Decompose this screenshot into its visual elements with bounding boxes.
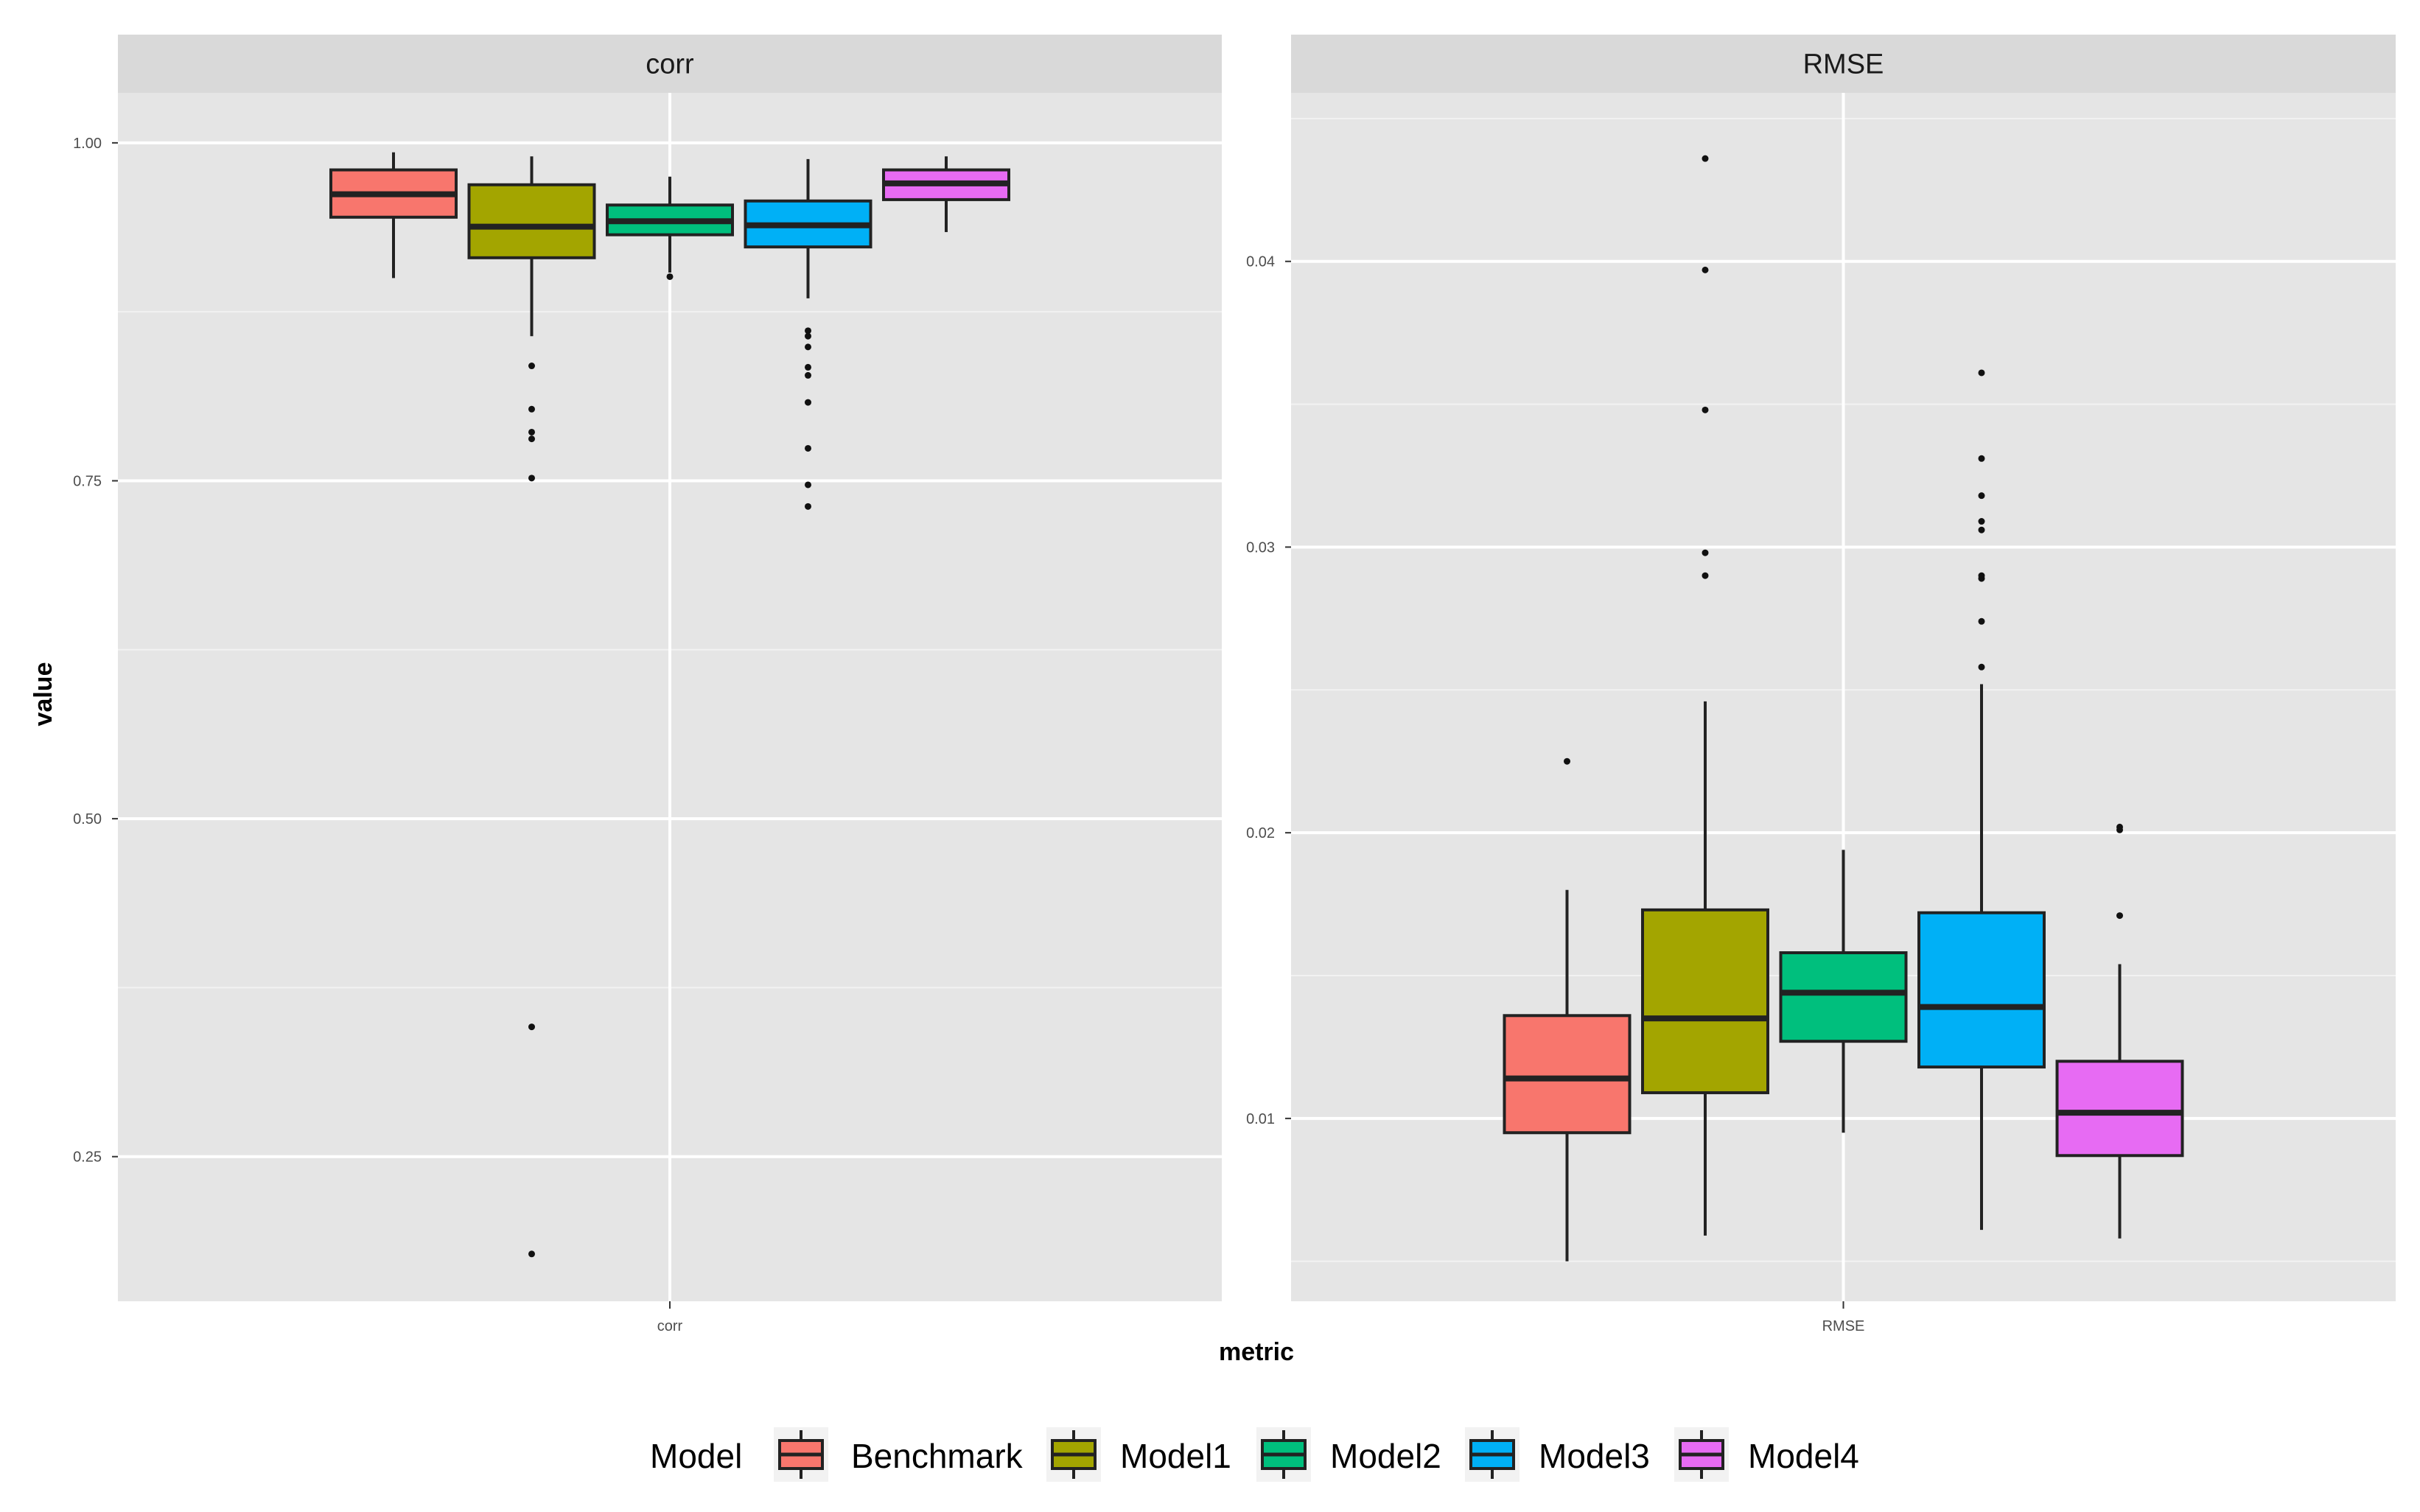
outlier-point bbox=[805, 327, 811, 335]
outlier-point bbox=[1978, 663, 1985, 671]
outlier-point bbox=[1978, 455, 1985, 462]
outlier-point bbox=[1978, 369, 1985, 377]
outlier-point bbox=[666, 273, 674, 280]
outlier-point bbox=[528, 428, 535, 435]
y-axis-title: value bbox=[29, 662, 57, 727]
facet-strip-label: RMSE bbox=[1803, 49, 1884, 80]
outlier-point bbox=[1702, 572, 1709, 579]
outlier-point bbox=[528, 1023, 535, 1031]
box-body bbox=[1641, 908, 1769, 1094]
legend-label-model2: Model2 bbox=[1330, 1437, 1441, 1475]
outlier-point bbox=[1978, 526, 1985, 533]
y-tick-label: 0.04 bbox=[1246, 254, 1275, 270]
outlier-point bbox=[805, 363, 811, 371]
box-model2 bbox=[606, 176, 734, 280]
box-model1 bbox=[467, 156, 596, 1258]
box-body bbox=[1917, 911, 2046, 1069]
legend-label-model1: Model1 bbox=[1120, 1437, 1231, 1475]
legend-key-model3 bbox=[1465, 1427, 1520, 1482]
legend-label-benchmark: Benchmark bbox=[851, 1437, 1024, 1475]
legend-key-model4 bbox=[1674, 1427, 1729, 1482]
outlier-point bbox=[1702, 406, 1709, 413]
y-tick-label: 0.25 bbox=[73, 1149, 102, 1166]
x-tick-label: corr bbox=[657, 1318, 683, 1334]
outlier-point bbox=[1702, 266, 1709, 273]
outlier-point bbox=[1978, 492, 1985, 500]
outlier-point bbox=[1978, 617, 1985, 625]
legend-label-model3: Model3 bbox=[1539, 1437, 1650, 1475]
y-tick-label: 0.50 bbox=[73, 811, 102, 827]
box-body bbox=[467, 183, 596, 259]
box-body bbox=[1503, 1014, 1632, 1135]
y-tick-label: 1.00 bbox=[73, 136, 102, 152]
outlier-point bbox=[2116, 912, 2123, 920]
outlier-point bbox=[805, 371, 811, 379]
y-tick-label: 0.01 bbox=[1246, 1111, 1275, 1127]
outlier-point bbox=[1702, 549, 1709, 556]
outlier-point bbox=[528, 1250, 535, 1258]
outlier-point bbox=[805, 503, 811, 510]
box-model4 bbox=[882, 156, 1010, 232]
x-axis-title: metric bbox=[1219, 1338, 1294, 1366]
outlier-point bbox=[805, 444, 811, 452]
legend-key-model2 bbox=[1256, 1427, 1311, 1482]
outlier-point bbox=[1978, 518, 1985, 525]
y-tick-label: 0.03 bbox=[1246, 539, 1275, 556]
panel-rmse: RMSE 0.01 0.02 0.03 0.04 RMSE bbox=[1246, 35, 2396, 1334]
box-model1 bbox=[1641, 155, 1769, 1236]
outlier-point bbox=[1702, 155, 1709, 162]
outlier-point bbox=[805, 399, 811, 406]
x-tick-label: RMSE bbox=[1822, 1318, 1865, 1334]
box-model3 bbox=[744, 158, 872, 510]
box-body bbox=[1779, 951, 1908, 1043]
outlier-point bbox=[2116, 823, 2123, 830]
box-model4 bbox=[2055, 823, 2184, 1239]
box-model2 bbox=[1779, 850, 1908, 1133]
legend: Model Benchmark Model1 Model2 Model3 Model4 bbox=[650, 1427, 1859, 1482]
legend-key-benchmark bbox=[774, 1427, 828, 1482]
outlier-point bbox=[1978, 572, 1985, 579]
facet-strip-label: corr bbox=[646, 49, 694, 80]
y-tick-label: 0.02 bbox=[1246, 825, 1275, 841]
outlier-point bbox=[805, 481, 811, 489]
facet-strip bbox=[118, 35, 1222, 93]
outlier-point bbox=[528, 363, 535, 370]
box-body bbox=[2055, 1060, 2184, 1158]
legend-title: Model bbox=[650, 1437, 742, 1475]
outlier-point bbox=[528, 435, 535, 443]
box-model3 bbox=[1917, 369, 2046, 1231]
facet-strip bbox=[1291, 35, 2396, 93]
legend-label-model4: Model4 bbox=[1748, 1437, 1859, 1475]
outlier-point bbox=[528, 405, 535, 413]
outlier-point bbox=[528, 475, 535, 482]
legend-key-model1 bbox=[1046, 1427, 1101, 1482]
box-benchmark bbox=[329, 152, 458, 279]
outlier-point bbox=[805, 332, 811, 340]
panel-corr: corr 0.25 0.50 0.75 1.00 corr bbox=[73, 35, 1222, 1334]
outlier-point bbox=[805, 343, 811, 351]
y-tick-label: 0.75 bbox=[73, 473, 102, 489]
box-benchmark bbox=[1503, 757, 1632, 1261]
outlier-point bbox=[1564, 757, 1570, 765]
